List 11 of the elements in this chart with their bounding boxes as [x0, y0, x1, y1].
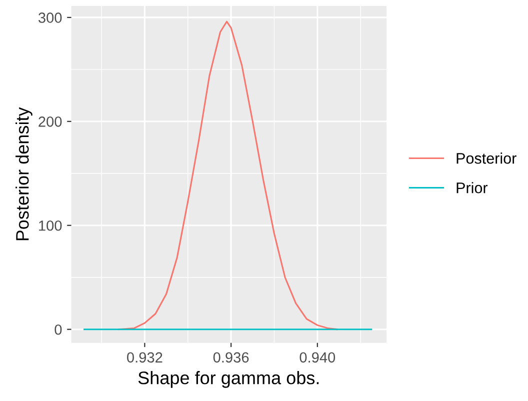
y-axis-title: Posterior density [16, 107, 32, 240]
y-tick-label: 100 [39, 220, 62, 231]
x-axis-title: Shape for gamma obs. [138, 371, 319, 388]
legend-label: Posterior [456, 152, 516, 164]
x-tick-label: 0.940 [300, 352, 336, 363]
y-tick-label: 0 [54, 324, 62, 335]
legend-label: Prior [456, 182, 488, 194]
y-tick-label: 300 [38, 12, 62, 23]
y-tick-label: 200 [38, 116, 62, 127]
x-tick-label: 0.932 [127, 352, 162, 363]
x-tick-label: 0.936 [213, 352, 249, 363]
